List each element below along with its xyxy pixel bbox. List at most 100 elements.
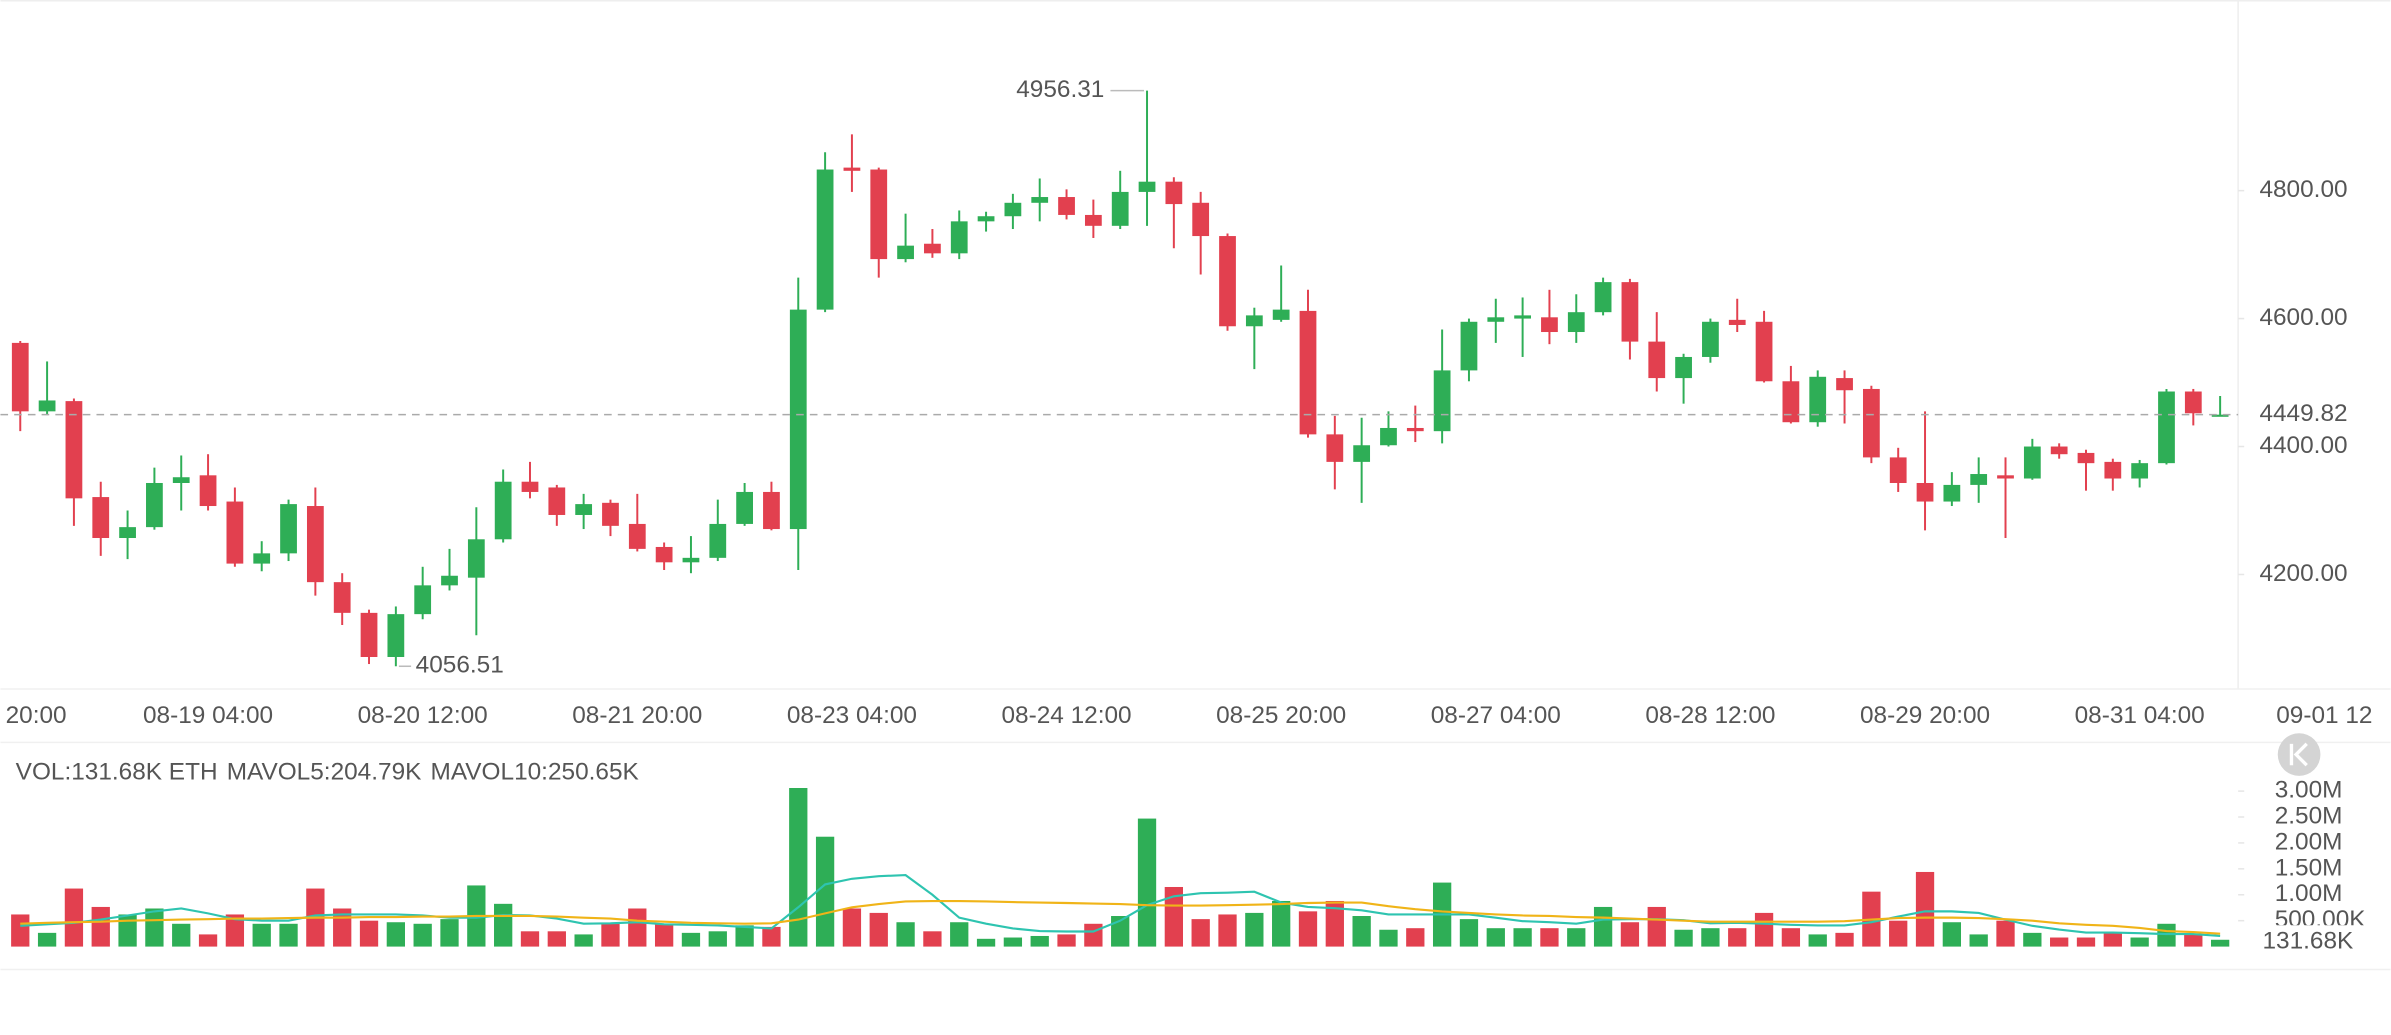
x-tick-label: 08-21 20:00 (572, 702, 702, 729)
volume-bar (1942, 922, 1962, 947)
candle-body (897, 245, 914, 260)
kline-icon[interactable] (2289, 742, 2308, 767)
candle-body (1460, 321, 1478, 371)
volume-bar (1674, 929, 1693, 947)
volume-bar (1084, 923, 1103, 947)
candle-body (2131, 463, 2149, 479)
volume-bar (2050, 937, 2069, 947)
volume-bar (37, 932, 57, 947)
volume-bar (1647, 906, 1666, 947)
volume-bar (1889, 920, 1908, 947)
volume-bar (1915, 871, 1935, 947)
volume-bar (64, 888, 84, 947)
candle-body (306, 506, 324, 583)
volume-bar (654, 923, 674, 947)
candle-body (226, 501, 244, 564)
candle-body (1782, 381, 1800, 423)
candle-body (1138, 181, 1156, 192)
candle-body (2211, 414, 2229, 417)
candle-body (1970, 474, 1988, 485)
volume-bar (1191, 919, 1210, 947)
candle-body (816, 169, 834, 310)
candle-body (441, 575, 458, 586)
candle-body (1380, 427, 1397, 446)
volume-bar (118, 914, 137, 947)
volume-bar (2157, 923, 2176, 947)
volume-bar (1325, 900, 1344, 947)
last-price-label-bg (2247, 399, 2391, 430)
volume-bar (601, 923, 620, 947)
volume-bar (923, 931, 942, 947)
x-tick-label: 08-29 20:00 (1860, 702, 1990, 729)
x-tick-label: 08-27 04:00 (1431, 702, 1561, 729)
candle-body (333, 582, 351, 613)
candle-body (548, 487, 566, 515)
candle-body (1594, 282, 1612, 313)
volume-bar (1459, 919, 1479, 947)
candle-body (682, 557, 700, 563)
volume-bar (735, 925, 754, 947)
candle-body (1541, 317, 1558, 333)
candle-body (494, 481, 512, 540)
volume-bar (520, 931, 540, 947)
y-tick-label: 4800.00 (2259, 176, 2347, 203)
volume-bar (198, 934, 218, 947)
candle-body (709, 523, 727, 558)
candle-body (199, 475, 217, 507)
candle-body (119, 527, 136, 539)
candle-body (2184, 391, 2202, 414)
candle-body (1916, 482, 1934, 502)
current-label-bg (2247, 925, 2391, 959)
candle-body (1862, 388, 1880, 458)
candle-body (92, 497, 110, 539)
volume-bar (2103, 932, 2122, 947)
candle-body (172, 477, 190, 483)
candle-body (1004, 202, 1022, 217)
candle-body (575, 504, 593, 515)
volume-bar (547, 931, 566, 947)
candle-body (387, 614, 405, 657)
volume-bar (950, 922, 969, 947)
ma-line (20, 899, 2221, 935)
candle-body (1192, 202, 1210, 237)
volume-bar (1030, 935, 1049, 947)
volume-bar (2210, 939, 2230, 947)
kline-button-bg[interactable] (2277, 733, 2321, 776)
x-tick-label: 20:00 (6, 702, 67, 729)
candle-body (655, 546, 673, 563)
volume-bar (145, 908, 164, 947)
y-tick-label: 2.50M (2275, 802, 2343, 829)
volume-bar (1352, 916, 1371, 947)
candle-body (1058, 197, 1075, 215)
volume-bar (2130, 937, 2149, 947)
volume-bar (225, 914, 245, 947)
y-tick-label: 4200.00 (2259, 560, 2347, 587)
candle-body (1809, 376, 1827, 423)
candle-body (1299, 310, 1317, 435)
candle-body (977, 216, 995, 222)
volume-bars (11, 788, 2230, 947)
candle-body (414, 585, 432, 615)
candle-body (467, 539, 485, 578)
kline-button[interactable] (2277, 733, 2321, 776)
volume-bar (628, 908, 647, 947)
candle-body (1648, 341, 1666, 379)
volume-bar (1245, 912, 1264, 947)
volume-bar (1406, 928, 1425, 947)
volume-bar (413, 923, 432, 947)
y-tick-label: 1.00M (2275, 880, 2343, 907)
ma-line (20, 874, 2221, 937)
candles (11, 90, 2229, 667)
volume-bar (359, 920, 379, 947)
candle-body (1567, 312, 1585, 333)
volume-bar (1754, 912, 1774, 947)
volume-bar (1272, 900, 1291, 947)
candle-body (1111, 191, 1129, 226)
candle-body (2158, 391, 2175, 464)
candle-body (1943, 484, 1961, 502)
volume-bar (172, 923, 191, 947)
candle-body (1755, 321, 1773, 382)
candle-body (1487, 317, 1505, 322)
